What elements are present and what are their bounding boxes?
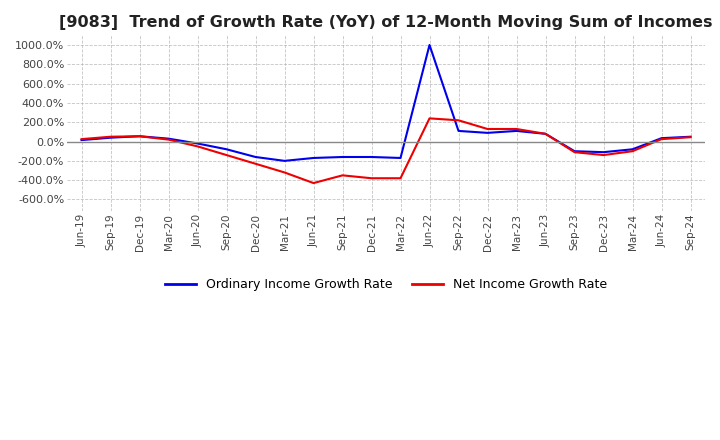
- Ordinary Income Growth Rate: [280, 158, 289, 164]
- Ordinary Income Growth Rate: [193, 141, 202, 146]
- Ordinary Income Growth Rate: [628, 147, 636, 152]
- Ordinary Income Growth Rate: [309, 155, 318, 161]
- Ordinary Income Growth Rate: [599, 150, 608, 155]
- Net Income Growth Rate: [628, 149, 636, 154]
- Ordinary Income Growth Rate: [77, 137, 86, 143]
- Ordinary Income Growth Rate: [164, 136, 173, 141]
- Net Income Growth Rate: [426, 116, 434, 121]
- Ordinary Income Growth Rate: [541, 131, 550, 136]
- Net Income Growth Rate: [454, 117, 463, 123]
- Ordinary Income Growth Rate: [251, 154, 260, 160]
- Ordinary Income Growth Rate: [396, 155, 405, 161]
- Net Income Growth Rate: [251, 161, 260, 166]
- Net Income Growth Rate: [193, 144, 202, 149]
- Net Income Growth Rate: [570, 150, 579, 155]
- Ordinary Income Growth Rate: [338, 154, 347, 160]
- Line: Net Income Growth Rate: Net Income Growth Rate: [81, 118, 690, 183]
- Net Income Growth Rate: [164, 137, 173, 142]
- Net Income Growth Rate: [657, 136, 666, 142]
- Net Income Growth Rate: [367, 176, 376, 181]
- Ordinary Income Growth Rate: [367, 154, 376, 160]
- Net Income Growth Rate: [396, 176, 405, 181]
- Legend: Ordinary Income Growth Rate, Net Income Growth Rate: Ordinary Income Growth Rate, Net Income …: [160, 273, 612, 296]
- Ordinary Income Growth Rate: [107, 135, 115, 140]
- Net Income Growth Rate: [599, 152, 608, 158]
- Ordinary Income Growth Rate: [222, 147, 231, 152]
- Title: [9083]  Trend of Growth Rate (YoY) of 12-Month Moving Sum of Incomes: [9083] Trend of Growth Rate (YoY) of 12-…: [59, 15, 713, 30]
- Net Income Growth Rate: [309, 180, 318, 186]
- Ordinary Income Growth Rate: [512, 128, 521, 134]
- Net Income Growth Rate: [107, 134, 115, 139]
- Net Income Growth Rate: [77, 136, 86, 142]
- Net Income Growth Rate: [222, 152, 231, 158]
- Ordinary Income Growth Rate: [426, 42, 434, 48]
- Line: Ordinary Income Growth Rate: Ordinary Income Growth Rate: [81, 45, 690, 161]
- Net Income Growth Rate: [686, 135, 695, 140]
- Net Income Growth Rate: [512, 126, 521, 132]
- Ordinary Income Growth Rate: [570, 149, 579, 154]
- Ordinary Income Growth Rate: [483, 130, 492, 136]
- Net Income Growth Rate: [280, 170, 289, 175]
- Net Income Growth Rate: [338, 173, 347, 178]
- Ordinary Income Growth Rate: [686, 134, 695, 139]
- Ordinary Income Growth Rate: [135, 134, 144, 139]
- Net Income Growth Rate: [483, 126, 492, 132]
- Net Income Growth Rate: [541, 131, 550, 136]
- Ordinary Income Growth Rate: [454, 128, 463, 134]
- Ordinary Income Growth Rate: [657, 136, 666, 141]
- Net Income Growth Rate: [135, 134, 144, 139]
